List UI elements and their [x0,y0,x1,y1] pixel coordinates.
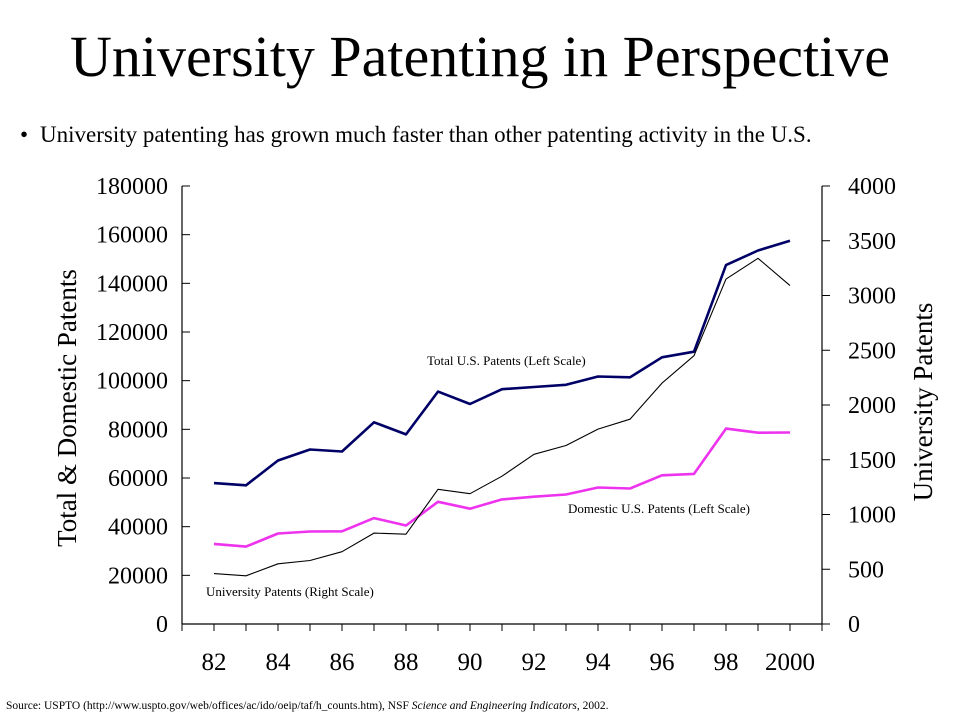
left-tick-label: 100000 [96,369,168,395]
series-line-1 [213,239,791,487]
series-line-2 [213,427,791,548]
source-italic: Science and Engineering Indicators [411,700,577,712]
x-tick-label: 84 [266,649,292,676]
source-note: Source: USPTO (http://www.uspto.gov/web/… [6,700,609,712]
x-tick-label: 2000 [765,649,815,676]
x-tick-label: 82 [202,649,227,676]
right-tick-label: 3000 [848,284,896,310]
right-tick-label: 2000 [848,393,896,419]
x-tick-label: 92 [522,649,547,676]
x-tick-label: 96 [650,649,675,676]
left-tick-label: 60000 [108,466,168,492]
right-tick-label: 2500 [848,338,896,364]
series-label-2: Domestic U.S. Patents (Left Scale) [568,501,750,516]
right-tick-label: 1000 [848,503,896,529]
right-tick-label: 4000 [848,174,896,200]
left-tick-label: 180000 [96,174,168,200]
right-tick-label: 0 [848,612,860,638]
left-tick-label: 120000 [96,320,168,346]
slide-title: University Patenting in Perspective [70,24,890,89]
left-tick-label: 20000 [108,563,168,589]
bullet-text: • University patenting has grown much fas… [20,122,812,147]
x-tick-label: 88 [394,649,419,676]
left-tick-label: 80000 [108,417,168,443]
source-prefix: Source: USPTO (http://www.uspto.gov/web/… [6,700,412,712]
right-tick-label: 1500 [848,448,896,474]
x-tick-label: 86 [330,649,355,676]
left-tick-label: 0 [156,612,168,638]
left-axis-title: Total & Domestic Patents [52,269,82,547]
left-tick-label: 40000 [108,515,168,541]
series-label-1: Total U.S. Patents (Left Scale) [427,353,586,368]
right-axis-title: University Patents [908,303,938,502]
bullet-label: University patenting has grown much fast… [40,122,812,147]
x-tick-label: 90 [458,649,483,676]
x-tick-label: 94 [586,649,612,676]
series-label-3: University Patents (Right Scale) [206,584,374,599]
bullet-dot: • [20,122,29,147]
source-suffix: , 2002. [576,700,609,712]
right-tick-label: 3500 [848,229,896,255]
left-tick-label: 140000 [96,271,168,297]
right-tick-label: 500 [848,557,884,583]
left-tick-label: 160000 [96,223,168,249]
x-tick-label: 98 [714,649,739,676]
series-line-3 [213,257,791,577]
